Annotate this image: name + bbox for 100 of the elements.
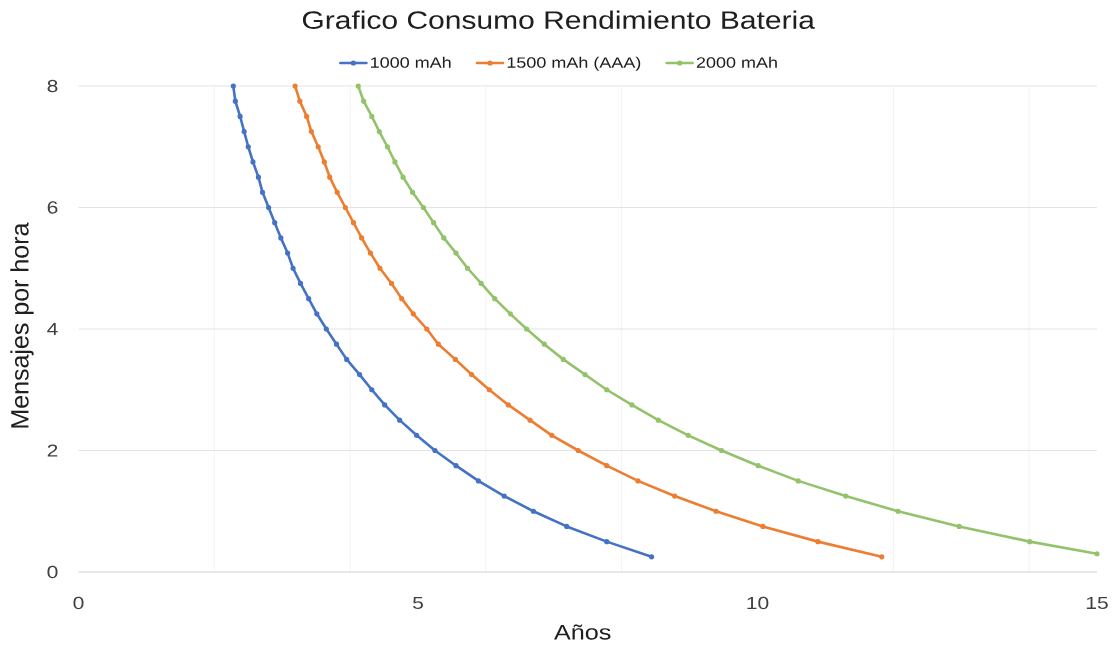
point (344, 356, 350, 362)
point (760, 523, 766, 530)
x-tick-label: 0 (73, 596, 84, 610)
point (564, 523, 570, 530)
point (350, 220, 357, 226)
point (278, 235, 284, 241)
point (672, 493, 678, 499)
point (815, 539, 821, 545)
point (308, 128, 314, 135)
point (285, 250, 291, 256)
y-tick-label: 4 (47, 322, 58, 336)
point (292, 83, 298, 89)
point (475, 478, 482, 484)
point (464, 265, 471, 271)
point (604, 463, 610, 469)
x-tick-label: 15 (1086, 596, 1108, 610)
point (604, 539, 610, 545)
point (685, 432, 691, 438)
y-axis-title: Mensajes por hora (10, 222, 34, 428)
point (321, 159, 327, 165)
point (306, 296, 312, 302)
point (384, 144, 391, 150)
point (297, 98, 303, 104)
point (1027, 539, 1033, 545)
point (388, 280, 395, 287)
point (409, 189, 416, 195)
point (232, 98, 238, 104)
point (524, 326, 530, 332)
point (718, 447, 725, 454)
legend-label: 1500 mAh (AAA) (507, 56, 641, 71)
point (575, 447, 581, 454)
point (895, 508, 901, 514)
point (323, 326, 329, 332)
point (453, 250, 459, 256)
point (507, 311, 513, 317)
point (272, 220, 278, 226)
point (435, 341, 441, 347)
point (420, 204, 427, 211)
point (266, 204, 272, 211)
point (367, 250, 374, 256)
point (357, 371, 363, 378)
point (713, 508, 719, 514)
point (582, 371, 588, 378)
y-tick-label: 0 (47, 565, 58, 579)
point (452, 356, 458, 362)
point (432, 447, 438, 454)
point (230, 83, 236, 89)
point (629, 402, 635, 408)
point (250, 159, 256, 165)
legend-label: 1000 mAh (371, 56, 451, 68)
point (414, 432, 420, 438)
point (241, 128, 247, 135)
y-tick-label: 6 (47, 201, 58, 214)
point (255, 174, 262, 180)
x-axis-title: Años (553, 624, 611, 640)
point (237, 113, 243, 119)
point (334, 189, 340, 195)
point (635, 478, 641, 484)
point (478, 280, 484, 287)
legend-label: 2000 mAh (696, 56, 777, 68)
point (527, 417, 533, 423)
point (431, 220, 437, 226)
point (530, 508, 537, 514)
point (290, 265, 296, 271)
point (648, 554, 655, 560)
point (560, 356, 566, 362)
point (297, 280, 304, 287)
point (1094, 551, 1100, 557)
point (245, 144, 251, 150)
point (369, 387, 375, 393)
x-tick-label: 10 (747, 596, 769, 610)
point (392, 159, 398, 165)
point (382, 402, 388, 408)
y-tick-label: 8 (47, 79, 58, 93)
point (315, 144, 321, 150)
point (327, 174, 333, 180)
point (469, 371, 475, 378)
point (399, 296, 405, 302)
point (505, 402, 511, 408)
point (492, 296, 498, 302)
point (304, 113, 310, 119)
point (655, 417, 661, 423)
point (441, 235, 447, 241)
point (843, 493, 849, 499)
point (259, 189, 266, 195)
point (879, 554, 885, 560)
point (486, 387, 492, 393)
point (355, 83, 361, 89)
point (541, 341, 547, 347)
point (410, 311, 416, 317)
point (369, 113, 375, 119)
point (333, 341, 340, 347)
point (314, 311, 320, 317)
chart-title: Grafico Consumo Rendimiento Bateria (302, 10, 815, 29)
y-tick-label: 2 (47, 444, 58, 457)
point (376, 128, 382, 135)
point (424, 326, 430, 332)
point (453, 463, 459, 469)
point (361, 98, 367, 104)
point (501, 493, 507, 499)
